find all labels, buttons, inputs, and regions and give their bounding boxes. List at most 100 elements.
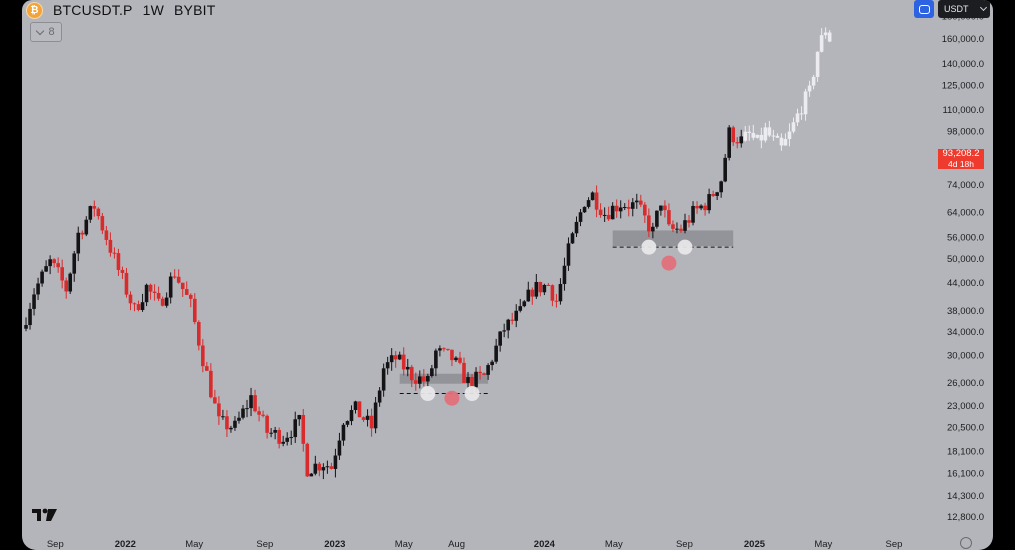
candle-body xyxy=(192,298,197,323)
candle-body xyxy=(180,282,185,290)
candle-body xyxy=(586,200,591,207)
candle-body xyxy=(590,192,595,201)
candle-body xyxy=(703,205,707,211)
y-tick-label: 23,000.0 xyxy=(947,401,984,412)
projection-candle xyxy=(779,137,784,146)
candle-body xyxy=(550,285,555,301)
x-tick-label: Sep xyxy=(676,539,693,550)
candle-body xyxy=(136,304,141,310)
candle-body xyxy=(426,376,430,382)
candle-body xyxy=(719,181,723,193)
candle-body xyxy=(699,205,703,209)
candle-body xyxy=(639,200,643,205)
y-tick-label: 125,000.0 xyxy=(942,81,984,92)
candle-body xyxy=(321,467,326,471)
candle-body xyxy=(534,281,539,297)
candle-body xyxy=(413,380,418,384)
candle-body xyxy=(209,370,213,398)
candle-body xyxy=(140,302,145,310)
candle-body xyxy=(490,361,494,366)
chart-settings-icon[interactable] xyxy=(960,537,972,549)
candlestick-chart[interactable]: 180,000.0160,000.0140,000.0125,000.0110,… xyxy=(22,0,993,550)
currency-value: USDT xyxy=(944,4,969,14)
projection-candle xyxy=(743,131,748,141)
candle-body xyxy=(225,416,229,430)
chevron-down-icon xyxy=(979,3,988,12)
candle-body xyxy=(60,267,64,281)
y-tick-label: 12,800.0 xyxy=(947,512,984,523)
candle-body xyxy=(369,415,374,429)
candle-body xyxy=(570,233,575,244)
candle-body xyxy=(409,366,414,381)
candle-body xyxy=(538,281,543,293)
candle-body xyxy=(152,291,157,293)
candle-body xyxy=(68,273,73,292)
symbol-label[interactable]: BTCUSDT.P xyxy=(53,2,133,18)
x-tick-label: Aug xyxy=(448,539,465,550)
candle-body xyxy=(514,310,519,321)
candle-body xyxy=(301,415,306,444)
candle-body xyxy=(462,362,466,383)
candle-body xyxy=(470,377,474,388)
candle-body xyxy=(64,280,69,292)
candle-body xyxy=(48,259,52,267)
candle-body xyxy=(731,127,736,143)
candle-body xyxy=(526,289,531,302)
candle-body xyxy=(401,354,406,370)
refresh-icon xyxy=(918,4,930,14)
candle-body xyxy=(434,350,438,369)
candle-body xyxy=(88,206,93,220)
candle-body xyxy=(438,348,442,351)
candle-body xyxy=(727,127,732,158)
projection-candle xyxy=(819,35,824,52)
candle-body xyxy=(120,269,125,273)
candle-body xyxy=(309,473,314,477)
candle-body xyxy=(317,463,322,471)
candle-body xyxy=(333,455,338,469)
candle-body xyxy=(450,349,454,361)
candle-body xyxy=(602,214,607,216)
y-tick-label: 110,000.0 xyxy=(942,105,984,116)
x-tick-label: May xyxy=(814,539,832,550)
x-tick-label: May xyxy=(185,539,203,550)
projection-candle xyxy=(791,122,796,132)
candle-body xyxy=(337,440,342,456)
y-tick-label: 38,000.0 xyxy=(947,306,984,317)
candle-body xyxy=(546,284,551,286)
candle-body xyxy=(458,357,462,363)
candle-body xyxy=(554,300,559,302)
candle-body xyxy=(626,206,631,209)
candle-body xyxy=(715,192,719,196)
candle-body xyxy=(92,206,97,209)
candle-body xyxy=(197,322,201,346)
candle-body xyxy=(707,194,711,211)
candle-body xyxy=(273,429,277,433)
candle-body xyxy=(217,403,221,417)
collapse-indicators-button[interactable]: 8 xyxy=(30,22,62,42)
sweep-marker-red xyxy=(661,255,677,271)
candle-body xyxy=(108,239,113,253)
refresh-button[interactable] xyxy=(914,0,934,18)
candle-body xyxy=(172,276,177,278)
interval-label[interactable]: 1W xyxy=(142,2,164,18)
candle-body xyxy=(418,376,422,384)
candle-body xyxy=(482,373,486,375)
bar-countdown: 4d 18h xyxy=(948,159,974,169)
candle-body xyxy=(598,209,603,216)
projection-candle xyxy=(815,51,820,77)
candle-body xyxy=(389,355,394,363)
candle-body xyxy=(24,325,28,329)
candle-body xyxy=(610,205,615,220)
candle-body xyxy=(32,294,36,309)
currency-select[interactable]: USDT xyxy=(938,0,990,18)
projection-candle xyxy=(751,132,756,138)
candle-body xyxy=(96,208,101,217)
candle-body xyxy=(643,204,647,216)
candle-body xyxy=(184,289,189,295)
candle-body xyxy=(518,306,523,311)
candle-body xyxy=(502,330,506,332)
y-tick-label: 34,000.0 xyxy=(947,327,984,338)
candle-body xyxy=(691,205,695,223)
x-tick-label: May xyxy=(395,539,413,550)
projection-candle xyxy=(827,32,832,42)
